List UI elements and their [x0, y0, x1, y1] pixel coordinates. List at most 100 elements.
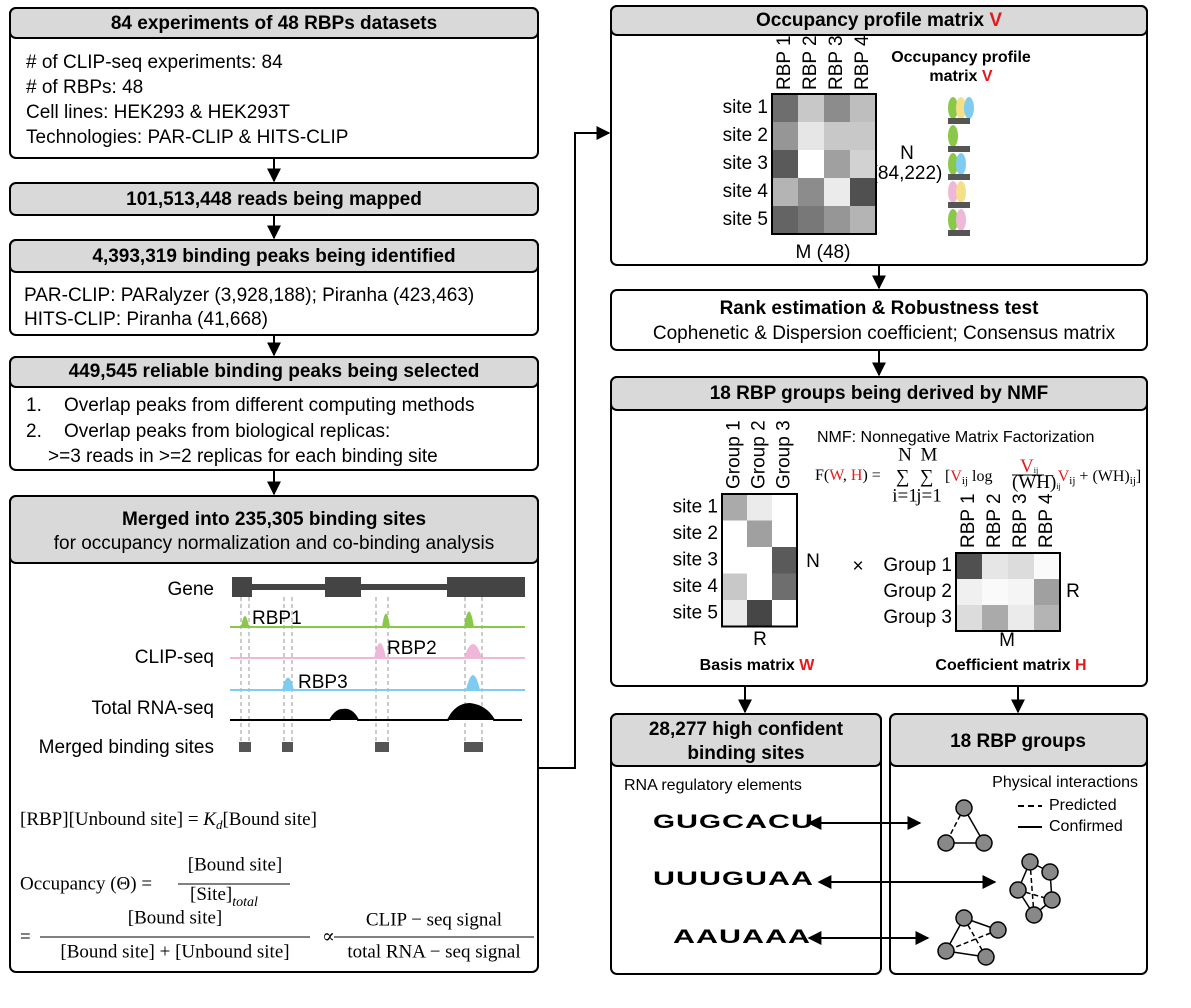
formula-part: j=1	[915, 485, 942, 506]
formula-part: F(W, H) =	[815, 467, 881, 484]
equation: ∝	[322, 926, 335, 947]
track-label: Merged binding sites	[39, 737, 214, 758]
matrix-cell	[798, 150, 824, 178]
equation: [Site]total	[190, 884, 258, 910]
dim-label: R	[753, 629, 767, 650]
motif-letter: A	[768, 869, 790, 890]
peak-base	[948, 202, 970, 208]
matrix-cell	[850, 206, 876, 234]
row-label: site 4	[723, 181, 769, 202]
equation: =	[20, 926, 31, 947]
formula-part: ij	[1130, 475, 1136, 487]
motif-letter: G	[699, 812, 721, 833]
motif-letter: A	[745, 812, 767, 833]
matrix-cell	[1034, 605, 1060, 631]
matrix-cell	[850, 178, 876, 206]
legend-label: Predicted	[1049, 797, 1117, 814]
info-line: PAR-CLIP: PARalyzer (3,928,188); Piranha…	[24, 285, 474, 306]
peak-icon	[956, 153, 966, 175]
column-label: Group 3	[774, 420, 795, 489]
box-peaks: 4,393,319 binding peaks being identified…	[9, 239, 539, 336]
row-label: site 2	[673, 523, 718, 544]
matrix-cell	[824, 150, 850, 178]
motif-letter: U	[745, 869, 767, 890]
matrix-cell	[1034, 553, 1060, 579]
matrix-cell	[982, 605, 1008, 631]
peak-icon	[948, 153, 958, 175]
row-label: site 5	[723, 209, 768, 230]
formula-part: ij	[1069, 475, 1075, 487]
box-title: 18 RBP groups being derived by NMF	[710, 383, 1049, 404]
matrix-cell	[1008, 605, 1034, 631]
matrix-cell	[824, 178, 850, 206]
matrix-cell	[722, 573, 747, 600]
box-subtitle: for occupancy normalization and co-bindi…	[54, 533, 494, 554]
motif-letter: U	[676, 812, 698, 833]
formula-part: ij	[1034, 466, 1038, 475]
matrix-cell	[850, 122, 876, 150]
box-title: 84 experiments of 48 RBPs datasets	[111, 13, 437, 34]
dim-label: M	[999, 630, 1015, 651]
title-part: matrix	[929, 68, 981, 85]
matrix-cell	[824, 94, 850, 122]
item-number: 2.	[26, 421, 42, 442]
dim-label: R	[1066, 581, 1080, 602]
track-label: Gene	[168, 579, 214, 600]
peak-icon	[956, 181, 966, 203]
row-label: site 1	[673, 496, 718, 517]
formula-part: F(	[815, 467, 829, 484]
box-title: Merged into 235,305 binding sites	[122, 509, 426, 530]
formula-part: M	[921, 444, 938, 465]
column-label: RBP 1	[774, 35, 795, 90]
column-label: RBP 4	[1036, 493, 1057, 548]
arrow	[538, 126, 611, 769]
title-part: Occupancy profile matrix	[756, 10, 989, 31]
formula-part: i=1	[892, 485, 918, 506]
peak-icon	[956, 209, 966, 231]
equation: CLIP − seq signal	[366, 909, 502, 930]
peak-icon	[948, 125, 958, 147]
matrix-cell	[850, 94, 876, 122]
matrix-cell	[798, 122, 824, 150]
matrix-cell	[824, 122, 850, 150]
formula-part: N	[898, 444, 912, 465]
matrix-cell	[850, 150, 876, 178]
eq-part: [Site]	[190, 884, 232, 905]
info-line: Technologies: PAR-CLIP & HITS-CLIP	[26, 127, 348, 148]
matrix-cell	[798, 206, 824, 234]
track-label: CLIP-seq	[135, 647, 214, 668]
matrix-border	[721, 493, 798, 628]
item-text: Overlap peaks from biological replicas:	[64, 421, 390, 442]
info-line: # of RBPs: 48	[26, 77, 143, 98]
eq-part: [Bound site]	[222, 809, 316, 830]
peak-base	[948, 118, 970, 124]
peak-base	[948, 174, 970, 180]
matrix-cell	[747, 520, 772, 547]
box-rank: Rank estimation & Robustness test Cophen…	[610, 289, 1148, 351]
formula-part: ) =	[862, 467, 880, 484]
row-label: site 4	[673, 576, 719, 597]
motif-letter: C	[722, 812, 744, 833]
formula-part: ]	[1136, 468, 1141, 485]
matrix-cell	[982, 579, 1008, 605]
matrix-cell	[798, 94, 824, 122]
box-reliable: 449,545 reliable binding peaks being sel…	[9, 356, 539, 471]
column-label: RBP 4	[852, 35, 873, 90]
box-title: 18 RBP groups	[950, 731, 1086, 752]
eq-part: total	[232, 895, 258, 910]
formula-part: ij	[962, 475, 968, 487]
matrix-cell	[956, 605, 982, 631]
column-label: RBP 3	[1010, 493, 1031, 548]
motif-letter: A	[788, 927, 810, 948]
box-groups: 18 RBP groups Physical interactions Pred…	[889, 713, 1148, 975]
box-title: 4,393,319 binding peaks being identified	[92, 246, 455, 267]
matrix-cell	[747, 494, 772, 521]
matrix-border	[771, 93, 877, 235]
motif-letter: U	[653, 869, 675, 890]
motif-letter: A	[673, 927, 695, 948]
row-label: Group 2	[883, 581, 952, 602]
matrix-cell	[824, 206, 850, 234]
matrix-cell	[772, 206, 798, 234]
matrix-cell	[1034, 579, 1060, 605]
